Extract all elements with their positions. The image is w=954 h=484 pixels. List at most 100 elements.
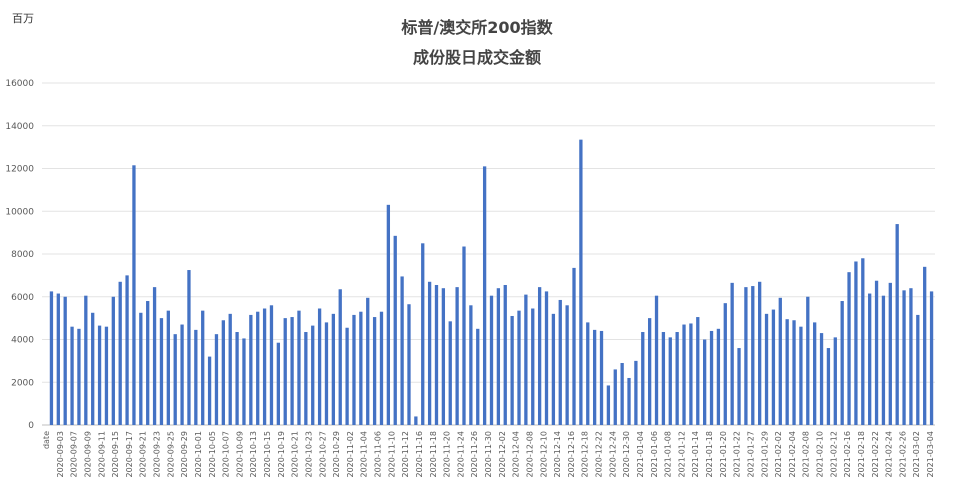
- x-tick-label: 2021-03-02: [912, 431, 921, 478]
- y-tick-label: 2000: [11, 378, 34, 388]
- bar: [187, 270, 191, 425]
- bar: [469, 305, 473, 425]
- bar: [242, 338, 246, 425]
- x-tick-label: 2020-10-29: [332, 431, 341, 478]
- bar: [97, 325, 102, 425]
- bar: [737, 348, 741, 425]
- bar: [207, 356, 212, 425]
- bar: [716, 328, 721, 425]
- x-tick-label: 2021-02-08: [802, 431, 811, 478]
- bar: [854, 261, 858, 425]
- x-tick-label: 2021-01-08: [664, 431, 673, 478]
- x-tick-label: 2020-12-14: [553, 431, 562, 478]
- bar: [895, 224, 899, 425]
- bar: [517, 310, 521, 425]
- bar: [696, 317, 700, 425]
- x-tick-label: 2020-11-18: [429, 431, 438, 478]
- bar: [613, 369, 617, 425]
- bar: [476, 328, 480, 425]
- x-tick-label: 2021-01-14: [691, 431, 700, 478]
- bar: [221, 320, 225, 425]
- bar: [592, 329, 597, 425]
- bar: [771, 309, 776, 425]
- bar: [317, 308, 322, 425]
- x-tick-label: 2020-09-17: [125, 431, 134, 478]
- bar: [118, 281, 122, 425]
- x-tick-label: 2020-12-04: [512, 431, 521, 478]
- bar: [675, 332, 679, 425]
- bar: [77, 328, 81, 425]
- x-tick-label: 2020-11-12: [401, 431, 410, 478]
- x-tick-label: 2021-01-18: [705, 431, 714, 478]
- x-tick-label: 2021-01-20: [719, 431, 728, 478]
- x-tick-label: 2020-10-05: [208, 431, 217, 478]
- bar: [572, 267, 576, 425]
- x-tick-label: 2020-10-23: [304, 431, 313, 478]
- y-tick-label: 8000: [11, 250, 34, 260]
- bar: [166, 310, 170, 425]
- chart-title: 标普/澳交所200指数: [401, 18, 553, 37]
- bar: [668, 337, 672, 425]
- bar: [132, 165, 136, 425]
- bar: [214, 334, 219, 425]
- bar: [372, 317, 377, 425]
- bar: [689, 323, 693, 425]
- bar: [180, 324, 184, 425]
- bar: [304, 332, 308, 425]
- y-tick-label: 0: [28, 421, 34, 431]
- x-tick-label: 2021-02-10: [816, 431, 825, 478]
- x-tick-label: 2020-11-26: [470, 431, 479, 478]
- x-tick-label: 2020-11-20: [443, 431, 452, 478]
- bar: [290, 317, 294, 425]
- chart-subtitle: 成份股日成交金额: [412, 48, 541, 67]
- x-tick-label: 2020-12-16: [567, 431, 576, 478]
- bar: [682, 324, 686, 425]
- bar: [366, 297, 370, 425]
- bar: [249, 314, 253, 425]
- x-tick-label: 2020-10-13: [249, 431, 258, 478]
- bar: [503, 284, 507, 425]
- bar: [916, 314, 920, 425]
- x-tick-label: 2020-10-09: [235, 431, 244, 478]
- bar: [84, 295, 88, 425]
- gridlines: [42, 82, 935, 426]
- bar: [751, 286, 755, 425]
- bar: [703, 339, 707, 425]
- x-tick-label: 2021-02-22: [871, 431, 880, 478]
- x-tick-label: 2020-11-04: [360, 431, 369, 478]
- y-tick-label: 16000: [5, 79, 34, 89]
- bar: [709, 330, 714, 425]
- y-tick-label: 12000: [5, 165, 34, 175]
- bar: [104, 326, 109, 425]
- x-tick-label: 2020-09-25: [166, 431, 175, 478]
- x-tick-label: 2020-09-15: [111, 431, 120, 478]
- bar: [764, 313, 769, 425]
- bar: [393, 235, 397, 425]
- bar: [496, 288, 501, 425]
- x-tick-label: 2021-01-22: [733, 431, 742, 478]
- bar: [778, 297, 782, 425]
- bar: [785, 319, 789, 425]
- bar: [723, 303, 727, 425]
- x-tick-label: 2020-11-06: [374, 431, 383, 478]
- x-tick-label: 2021-01-12: [677, 431, 686, 478]
- bar: [70, 326, 74, 425]
- bar: [647, 318, 652, 425]
- x-tick-label: date: [42, 431, 51, 449]
- bar: [427, 281, 432, 425]
- x-tick-label: 2020-11-24: [456, 431, 465, 478]
- x-tick-label: 2020-09-03: [56, 431, 65, 478]
- bar: [620, 363, 624, 425]
- bar: [256, 311, 260, 425]
- x-tick-label: 2020-10-19: [277, 431, 286, 478]
- x-tick-label: 2021-02-02: [774, 431, 783, 478]
- bars: [49, 139, 934, 426]
- bar: [352, 314, 356, 425]
- bar: [489, 295, 494, 425]
- bar: [744, 287, 748, 425]
- bar: [565, 305, 569, 425]
- bar: [111, 296, 115, 425]
- bar: [881, 295, 886, 425]
- x-tick-label: 2020-11-02: [346, 431, 355, 478]
